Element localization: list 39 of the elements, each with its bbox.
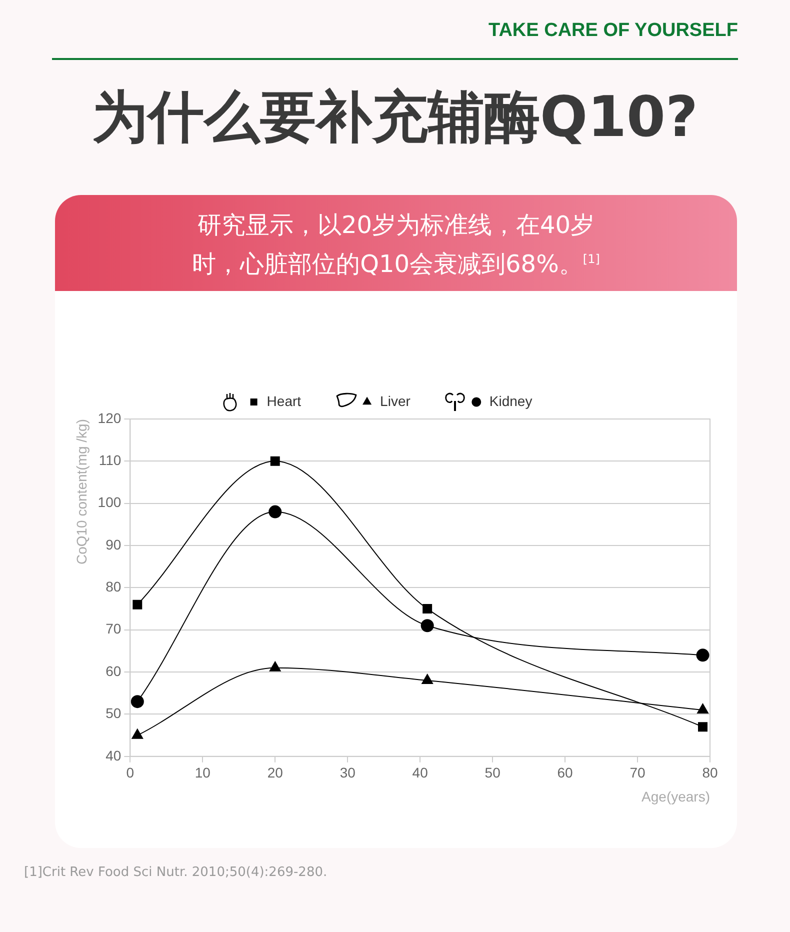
chart-title: 为什么要补充辅酶Q10?	[90, 84, 700, 152]
y-tick-label: 120	[98, 410, 122, 426]
text: [1]Crit Rev Food Sci Nutr. 2010;50(4):269-280.	[24, 865, 328, 880]
point	[420, 619, 434, 632]
legend-label: Kidney	[489, 392, 532, 409]
point	[422, 604, 432, 614]
point	[696, 648, 710, 662]
y-tick-label: 50	[106, 705, 122, 722]
text: TAKE CARE OF YOURSELF	[488, 20, 738, 42]
y-tick-label: 40	[106, 747, 122, 764]
point	[422, 674, 434, 684]
chart-subtitle: 研究显示，以20岁为标准线，在40岁时，心脏部位的Q10会衰减到68%。$^{[1]}$	[55, 195, 737, 291]
y-tick-label: 60	[106, 662, 122, 679]
legend-label: Heart	[266, 392, 302, 409]
x-tick-label: 70	[630, 764, 646, 781]
y-tick-label: 110	[98, 452, 122, 468]
x-tick-label: 80	[702, 764, 718, 781]
point	[132, 600, 142, 610]
point	[130, 695, 144, 708]
y-tick-label: 70	[106, 620, 122, 637]
y-tick-label: 80	[106, 578, 122, 595]
point	[697, 704, 708, 714]
x-tick-label: 20	[267, 764, 284, 781]
point	[698, 722, 708, 732]
y-tick-label: 90	[106, 536, 122, 552]
point	[270, 456, 280, 466]
x-tick-label: 10	[194, 764, 211, 781]
y-tick-label: 100	[98, 494, 122, 510]
y-axis-title: CoQ10 content(mg /kg)	[73, 419, 90, 565]
x-axis-title: Age(years)	[642, 788, 710, 804]
x-tick-label: 50	[484, 764, 501, 781]
x-tick-label: 0	[126, 764, 134, 781]
x-tick-label: 60	[557, 764, 574, 781]
point	[132, 728, 144, 739]
legend-label: Liver	[380, 392, 411, 409]
x-tick-label: 40	[412, 764, 428, 781]
x-tick-label: 30	[340, 764, 356, 781]
point	[268, 505, 282, 518]
point	[269, 661, 281, 672]
